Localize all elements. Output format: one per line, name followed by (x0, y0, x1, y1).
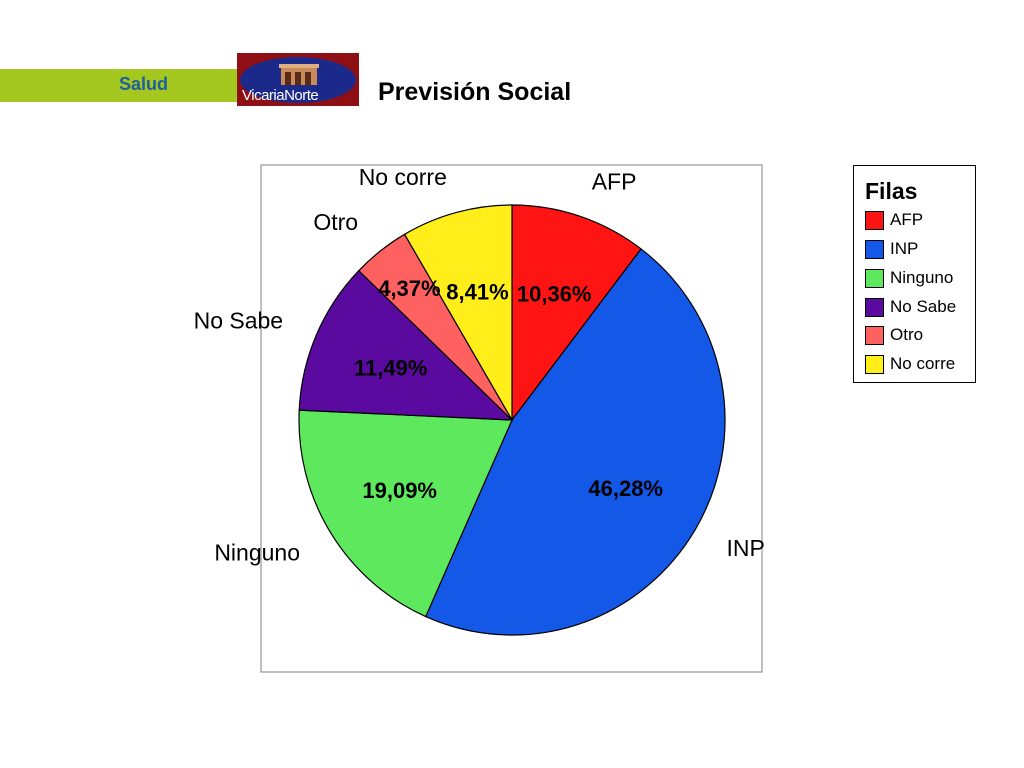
page-title: Previsión Social (378, 78, 572, 106)
pie-value-label-ninguno: 19,09% (362, 478, 437, 503)
legend-item-ninguno: Ninguno (865, 267, 953, 289)
pie-category-label-afp: AFP (592, 169, 637, 195)
pie-value-label-inp: 46,28% (588, 476, 663, 501)
legend: Filas AFP INP Ninguno No Sabe Otro No co… (853, 165, 976, 383)
legend-swatch (865, 210, 884, 230)
pie-value-labels: 10,36% 46,28% 19,09% 11,49% 4,37% 8,41% (354, 276, 663, 503)
logo-emblem-icon (240, 57, 356, 103)
legend-item-no-corre: No corre (865, 353, 955, 375)
section-label: Salud (119, 74, 169, 94)
logo-text: VicariaNorte (242, 87, 319, 104)
pie-slice-ninguno (298, 409, 513, 618)
plot-frame (260, 164, 763, 673)
legend-swatch (865, 268, 884, 288)
section-bar (0, 69, 237, 102)
pie-category-label-ninguno: Ninguno (214, 539, 300, 565)
legend-swatch (865, 239, 884, 259)
legend-label: Otro (890, 325, 924, 344)
pie-slice-no-corre (403, 204, 513, 423)
legend-item-no-sabe: No Sabe (865, 296, 956, 318)
legend-item-afp: AFP (865, 209, 923, 231)
pie-value-label-no-corre: 8,41% (446, 279, 508, 304)
pie-value-label-afp: 10,36% (517, 282, 592, 307)
vicaria-norte-logo (237, 53, 359, 106)
pie-category-label-no-sabe: No Sabe (194, 308, 284, 334)
pie-value-label-no-sabe: 11,49% (354, 355, 427, 380)
legend-title: Filas (865, 178, 918, 204)
legend-item-inp: INP (865, 238, 918, 260)
pie-slices (298, 204, 726, 636)
legend-swatch (865, 354, 884, 374)
legend-label: No Sabe (890, 297, 957, 316)
pie-value-label-otro: 4,37% (378, 276, 440, 301)
pie-category-label-no-corre: No corre (359, 164, 447, 190)
legend-item-otro: Otro (865, 324, 923, 346)
legend-swatch (865, 325, 884, 345)
legend-label: AFP (890, 210, 924, 229)
legend-swatch (865, 297, 884, 317)
pie-slice-inp (424, 248, 726, 636)
legend-label: No corre (890, 354, 956, 373)
legend-label: Ninguno (890, 268, 954, 287)
pie-slice-no-sabe (298, 269, 514, 421)
pie-category-label-inp: INP (727, 535, 765, 561)
pie-slice-afp (511, 204, 642, 422)
legend-label: INP (890, 239, 919, 258)
pie-category-label-otro: Otro (313, 209, 358, 235)
